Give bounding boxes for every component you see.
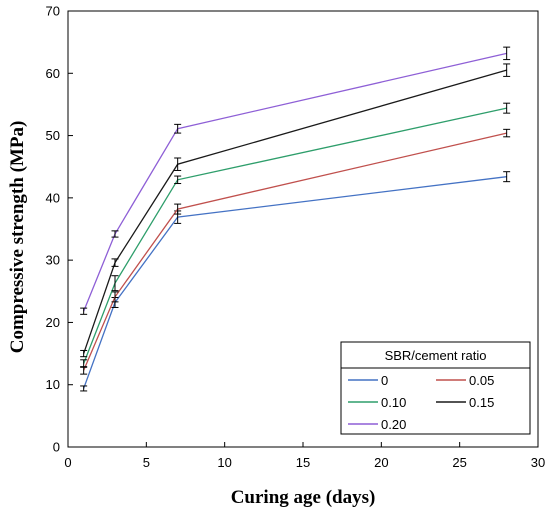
x-tick-label: 20 bbox=[374, 455, 388, 470]
legend-item: 0.20 bbox=[348, 417, 406, 432]
y-axis-title: Compressive strength (MPa) bbox=[7, 121, 28, 354]
series-line bbox=[83, 176, 507, 389]
series-0.15 bbox=[80, 63, 511, 358]
series-0 bbox=[80, 171, 511, 392]
x-axis-title: Curing age (days) bbox=[231, 487, 376, 508]
legend-label: 0 bbox=[381, 373, 388, 388]
y-tick-label: 30 bbox=[46, 253, 60, 268]
y-tick-label: 60 bbox=[46, 66, 60, 81]
legend-title: SBR/cement ratio bbox=[385, 348, 487, 363]
axes: 0 5 10 15 20 25 30 0 10 20 30 40 50 60 70 bbox=[46, 4, 546, 471]
legend-label: 0.05 bbox=[469, 373, 494, 388]
series-0.20 bbox=[80, 46, 511, 315]
series-0.10 bbox=[80, 102, 511, 368]
legend-label: 0.10 bbox=[381, 395, 406, 410]
x-tick-label: 15 bbox=[296, 455, 310, 470]
series-layer bbox=[80, 46, 511, 392]
series-line bbox=[83, 132, 507, 371]
y-tick-label: 20 bbox=[46, 315, 60, 330]
series-0.05 bbox=[80, 128, 511, 375]
x-tick-label: 30 bbox=[531, 455, 545, 470]
legend-item: 0 bbox=[348, 373, 388, 388]
y-tick-label: 0 bbox=[53, 440, 60, 455]
series-line bbox=[83, 107, 507, 364]
y-tick-label: 40 bbox=[46, 190, 60, 205]
legend-items: 0 0.05 0.10 0.15 0.20 bbox=[348, 373, 494, 432]
legend-item: 0.10 bbox=[348, 395, 406, 410]
series-line bbox=[83, 69, 507, 354]
legend-label: 0.15 bbox=[469, 395, 494, 410]
series-line bbox=[83, 52, 507, 312]
y-tick-label: 10 bbox=[46, 377, 60, 392]
legend-item: 0.05 bbox=[436, 373, 494, 388]
legend: SBR/cement ratio 0 0.05 0.10 0.15 0.20 bbox=[340, 341, 531, 435]
x-tick-label: 25 bbox=[452, 455, 466, 470]
legend-box bbox=[340, 341, 531, 435]
x-tick-label: 10 bbox=[217, 455, 231, 470]
x-tick-label: 5 bbox=[143, 455, 150, 470]
y-tick-label: 50 bbox=[46, 128, 60, 143]
y-tick-label: 70 bbox=[46, 4, 60, 19]
legend-label: 0.20 bbox=[381, 417, 406, 432]
legend-item: 0.15 bbox=[436, 395, 494, 410]
x-tick-label: 0 bbox=[64, 455, 71, 470]
